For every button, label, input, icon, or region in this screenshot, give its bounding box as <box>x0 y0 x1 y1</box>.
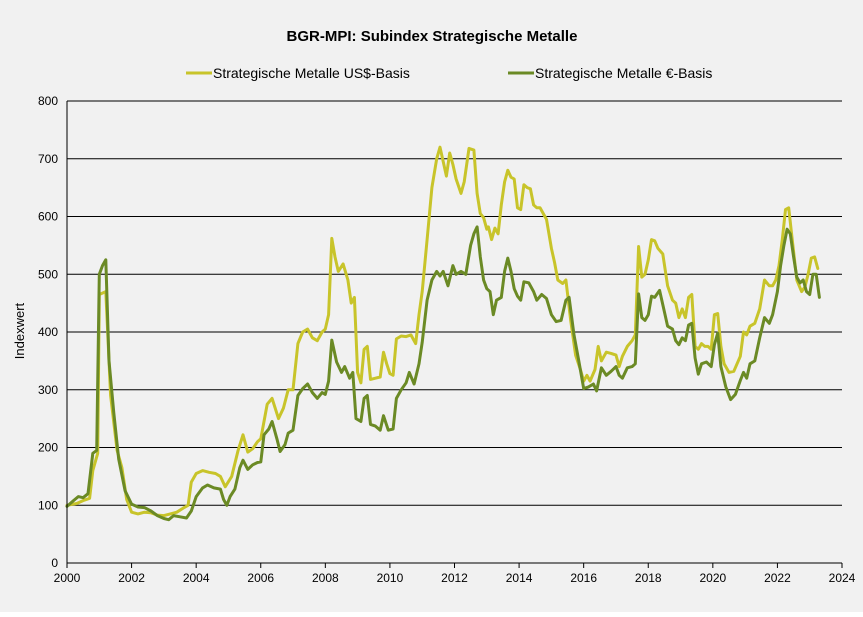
series-line-eur <box>65 225 821 522</box>
axes <box>66 101 843 568</box>
chart-title: BGR-MPI: Subindex Strategische Metalle <box>287 28 578 45</box>
legend-item-eur: Strategische Metalle €-Basis <box>508 65 712 81</box>
x-tick-label: 2024 <box>829 571 856 585</box>
y-tick-label: 600 <box>38 210 58 224</box>
x-tick-label: 2010 <box>377 571 404 585</box>
x-tick-label: 2018 <box>635 571 662 585</box>
y-tick-label: 700 <box>38 152 58 166</box>
x-tick-label: 2000 <box>54 571 81 585</box>
series-line-usd <box>65 145 820 518</box>
y-tick-label: 400 <box>38 325 58 339</box>
x-tick-labels: 2000 2002 2004 2006 2008 2010 2012 2014 2016 2018… <box>54 571 856 585</box>
y-tick-label: 300 <box>38 383 58 397</box>
series-lines <box>65 145 821 522</box>
grid-lines <box>67 100 842 506</box>
legend-label-eur: Strategische Metalle €-Basis <box>535 65 712 81</box>
x-tick-label: 2002 <box>118 571 145 585</box>
y-axis-label: Indexwert <box>12 302 27 359</box>
x-tick-label: 2016 <box>570 571 597 585</box>
y-tick-label: 800 <box>38 94 58 108</box>
x-tick-label: 2008 <box>312 571 339 585</box>
y-tick-label: 200 <box>38 441 58 455</box>
legend: Strategische Metalle US$-Basis Strategis… <box>186 65 712 81</box>
x-tick-label: 2004 <box>183 571 210 585</box>
y-tick-labels: 0 100 200 300 400 500 600 700 800 <box>38 94 58 570</box>
x-tick-label: 2012 <box>441 571 468 585</box>
legend-item-usd: Strategische Metalle US$-Basis <box>186 65 410 81</box>
x-tick-label: 2022 <box>764 571 791 585</box>
x-tick-label: 2014 <box>506 571 533 585</box>
y-tick-label: 0 <box>51 556 58 570</box>
y-tick-label: 500 <box>38 267 58 281</box>
y-tick-label: 100 <box>38 498 58 512</box>
x-tick-label: 2020 <box>699 571 726 585</box>
legend-label-usd: Strategische Metalle US$-Basis <box>213 65 410 81</box>
x-tick-label: 2006 <box>247 571 274 585</box>
